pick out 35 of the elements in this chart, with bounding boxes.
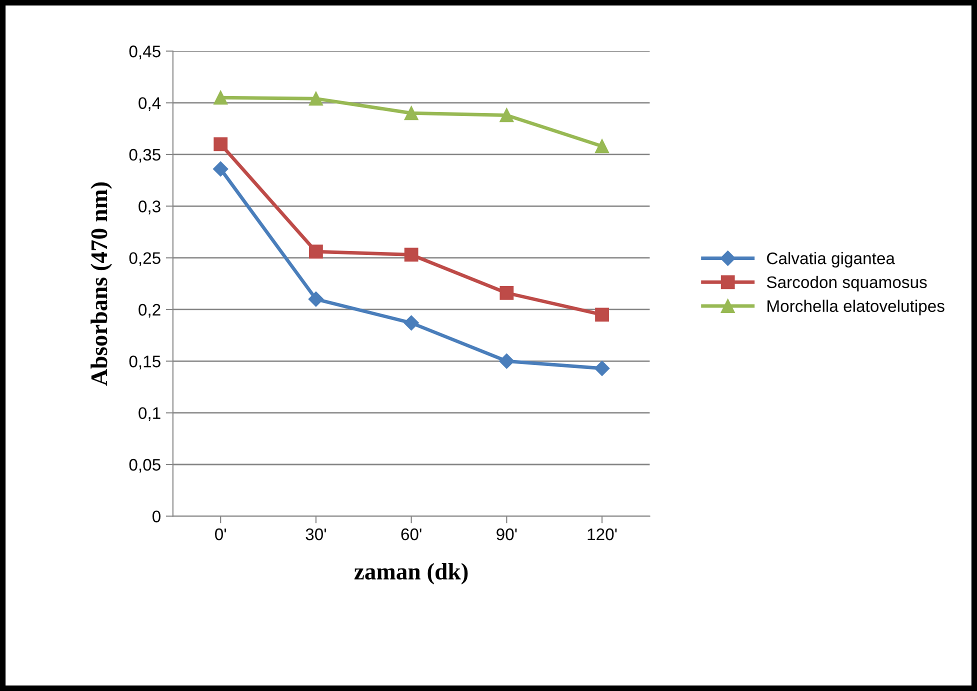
y-tick-label: 0,15 <box>129 356 160 370</box>
point <box>309 92 323 106</box>
y-tick-label: 0,2 <box>138 304 160 318</box>
y-tick-label: 0,35 <box>129 148 160 163</box>
point <box>214 90 228 105</box>
legend-label: Morchella elatovelutipes <box>768 300 944 316</box>
legend-label: Calvatia gigantea <box>767 252 895 268</box>
y-tick-label: 0 <box>152 510 160 522</box>
point <box>214 137 228 152</box>
point <box>499 354 514 369</box>
y-axis-title: Absorbans (470 nm) <box>90 182 112 386</box>
point <box>213 161 228 177</box>
point <box>308 292 324 307</box>
y-tick-label: 0,25 <box>129 252 160 266</box>
point <box>595 308 609 322</box>
point <box>404 248 418 262</box>
point <box>404 106 418 120</box>
x-tick-label: 60' <box>401 528 422 540</box>
point <box>594 360 610 376</box>
legend-label: Sarcodon squamosus <box>766 276 927 292</box>
y-tick-label: 0,05 <box>129 458 160 473</box>
x-tick-label: 120' <box>588 528 617 540</box>
point <box>404 315 419 330</box>
y-tick-label: 0,3 <box>138 200 160 214</box>
x-tick-label: 30' <box>306 528 326 540</box>
point <box>595 139 609 154</box>
x-tick-label: 0' <box>215 528 226 540</box>
point <box>500 108 514 122</box>
y-tick-label: 0,1 <box>138 407 160 422</box>
x-tick-label: 90' <box>496 528 517 540</box>
y-tick-label: 0,45 <box>129 46 160 60</box>
y-tick-label: 0,4 <box>138 97 161 111</box>
point <box>500 286 514 300</box>
point <box>309 244 323 259</box>
x-axis-title: zaman (dk) <box>354 562 468 584</box>
